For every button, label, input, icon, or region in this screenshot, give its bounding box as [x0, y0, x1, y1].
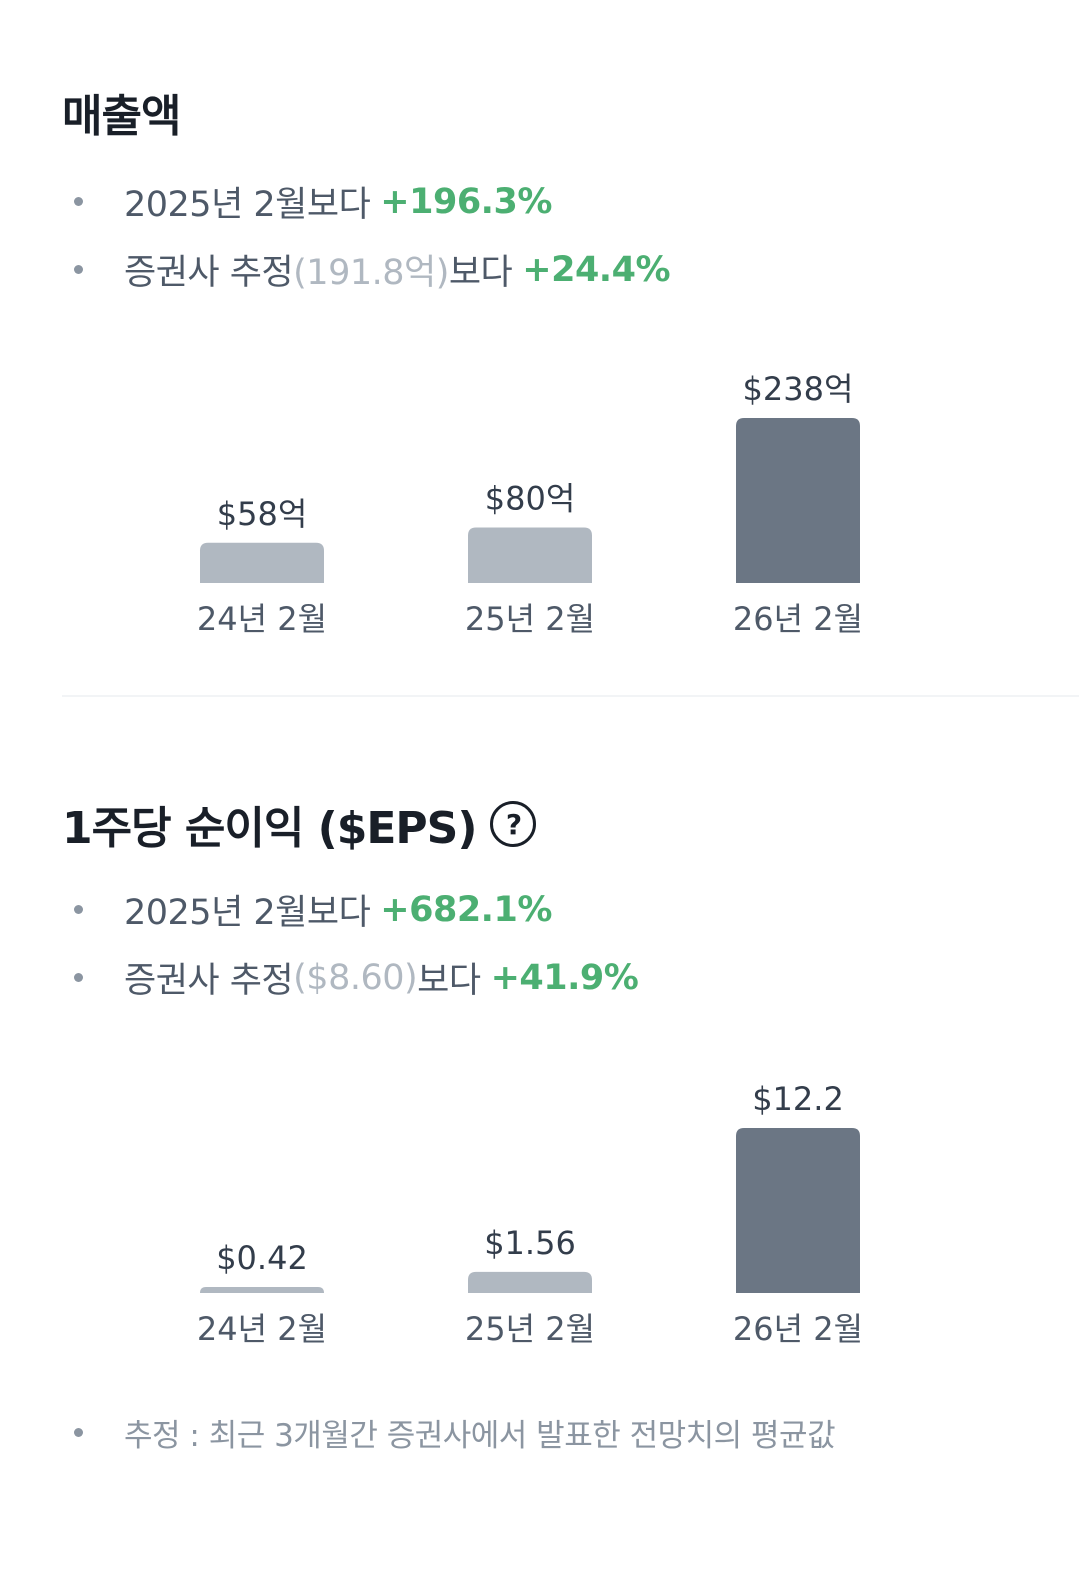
eps-est-suffix: 보다 [417, 961, 481, 1001]
eps-category-label-0: 24년 2월 [197, 1310, 327, 1348]
revenue-yoy-prefix: 2025년 2월보다 [124, 185, 371, 225]
revenue-yoy-value: +196.3% [380, 181, 552, 222]
eps-est-diff: +41.9% [490, 957, 639, 998]
revenue-est-diff: +24.4% [522, 249, 671, 290]
eps-yoy-value: +682.1% [380, 889, 552, 930]
bullet-icon [74, 197, 83, 206]
revenue-bar-1 [468, 527, 592, 583]
eps-bar-chart: $0.42 24년 2월 $1.56 25년 2월 $12.2 26년 2월 [197, 1080, 863, 1348]
revenue-bar-chart: $58억 24년 2월 $80억 25년 2월 $238억 26년 2월 [197, 370, 863, 638]
bullet-icon [74, 265, 83, 274]
eps-value-label-1: $1.56 [484, 1224, 576, 1262]
revenue-est-suffix: 보다 [448, 253, 513, 293]
eps-yoy-prefix: 2025년 2월보다 [124, 893, 371, 933]
eps-yoy-row: 2025년 2월보다 +682.1% [74, 884, 552, 935]
eps-value-label-2: $12.2 [752, 1080, 844, 1118]
revenue-value-label-2: $238억 [743, 370, 854, 408]
revenue-est-prefix: 증권사 추정 [124, 253, 294, 293]
revenue-bar-2 [736, 418, 860, 583]
footnote-text: 추정 : 최근 3개월간 증권사에서 발표한 전망치의 평균값 [124, 1418, 836, 1454]
eps-bar-2 [736, 1128, 860, 1293]
revenue-estimate-row: 증권사 추정 (191.8억) 보다 +24.4% [74, 244, 671, 295]
section-divider [62, 695, 1079, 697]
bullet-icon [74, 905, 83, 914]
eps-category-label-1: 25년 2월 [465, 1310, 595, 1348]
question-circle-icon[interactable]: ? [490, 801, 537, 847]
revenue-title: 매출액 [62, 91, 181, 142]
eps-value-label-0: $0.42 [216, 1239, 308, 1277]
eps-estimate-row: 증권사 추정 ($8.60) 보다 +41.9% [74, 952, 639, 1003]
eps-bar-1 [468, 1271, 592, 1293]
footnote-row: 추정 : 최근 3개월간 증권사에서 발표한 전망치의 평균값 [74, 1410, 836, 1455]
revenue-category-label-2: 26년 2월 [733, 600, 863, 638]
revenue-category-label-1: 25년 2월 [465, 600, 595, 638]
eps-title: 1주당 순이익 ($EPS) [62, 803, 477, 854]
eps-bar-0 [200, 1287, 324, 1293]
bullet-icon [74, 973, 83, 982]
revenue-yoy-row: 2025년 2월보다 +196.3% [74, 176, 552, 227]
eps-title-row: 1주당 순이익 ($EPS) ? [62, 792, 537, 856]
eps-est-prefix: 증권사 추정 [124, 961, 294, 1001]
revenue-est-value: (191.8억) [293, 253, 449, 293]
eps-category-label-2: 26년 2월 [733, 1310, 863, 1348]
bullet-icon [74, 1428, 83, 1437]
revenue-value-label-0: $58억 [217, 495, 308, 533]
revenue-category-label-0: 24년 2월 [197, 600, 327, 638]
eps-est-value: ($8.60) [293, 957, 418, 998]
revenue-value-label-1: $80억 [485, 480, 576, 518]
revenue-bar-0 [200, 542, 324, 583]
